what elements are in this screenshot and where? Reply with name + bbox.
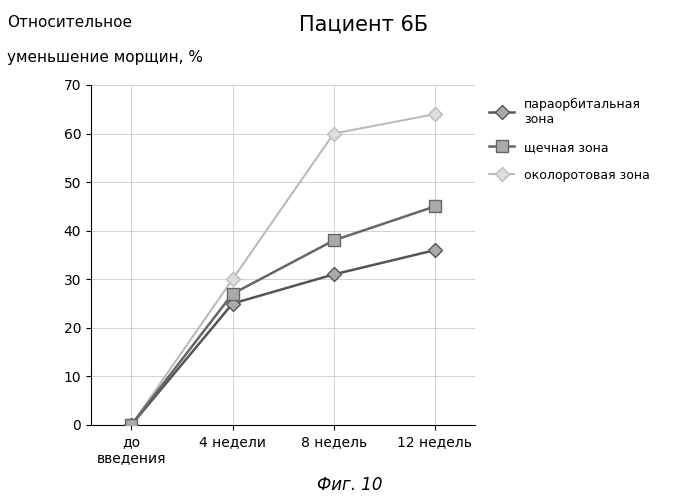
околоротовая зона [329,130,338,136]
Line: щечная зона: щечная зона [125,200,441,431]
параорбитальная
зона [329,272,338,278]
параорбитальная
зона [229,300,237,306]
Text: Относительное: Относительное [7,15,132,30]
щечная зона [329,238,338,244]
околоротовая зона [431,111,439,117]
Text: Пациент 6Б: Пациент 6Б [299,15,428,35]
щечная зона [431,204,439,210]
параорбитальная
зона [431,247,439,253]
щечная зона [127,422,136,428]
Line: околоротовая зона: околоротовая зона [127,110,440,430]
околоротовая зона [127,422,136,428]
Legend: параорбитальная
зона, щечная зона, околоротовая зона: параорбитальная зона, щечная зона, около… [489,98,650,182]
околоротовая зона [229,276,237,282]
параорбитальная
зона [127,422,136,428]
щечная зона [229,291,237,297]
Line: параорбитальная
зона: параорбитальная зона [127,246,440,430]
Text: Фиг. 10: Фиг. 10 [317,476,382,494]
Text: уменьшение морщин, %: уменьшение морщин, % [7,50,203,65]
